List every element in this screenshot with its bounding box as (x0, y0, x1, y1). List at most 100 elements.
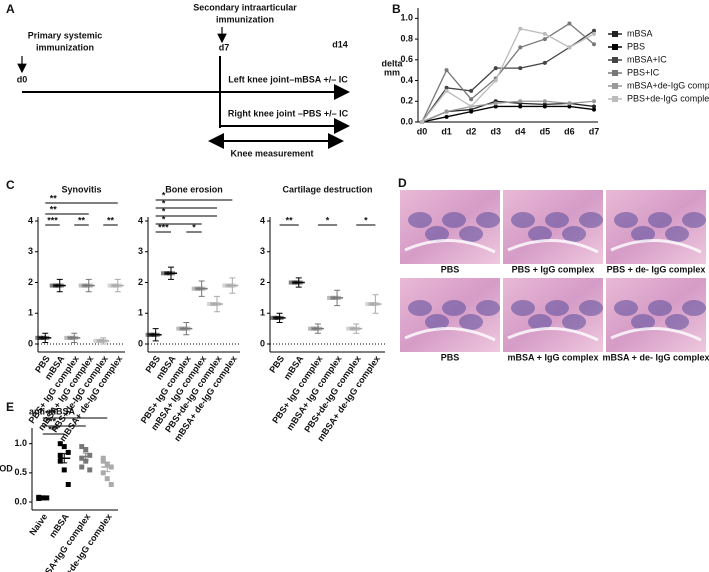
panel-label: B (392, 2, 401, 16)
y-tick-label: 1.0 (14, 438, 27, 448)
tissue-region (511, 212, 535, 228)
significance-label: ** (50, 204, 58, 214)
tissue-region (459, 226, 483, 242)
tissue-region (545, 300, 569, 316)
tissue-region (631, 226, 655, 242)
tissue-region (476, 300, 500, 316)
y-tick-label: 0 (260, 338, 265, 348)
tissue-region (459, 314, 483, 330)
data-point (493, 104, 498, 109)
y-tick-label: 1 (260, 308, 265, 318)
y-tick-label: 0 (138, 338, 143, 348)
data-point (567, 101, 572, 106)
data-point (61, 444, 67, 450)
tissue-region (425, 226, 449, 242)
data-point (65, 449, 71, 455)
tissue-region (408, 300, 432, 316)
x-tick-label: d0 (417, 126, 428, 136)
significance-label: *** (47, 215, 58, 225)
legend-marker (612, 83, 618, 89)
data-point (57, 458, 63, 464)
data-point (469, 104, 474, 109)
series-line (421, 27, 595, 123)
error-bar (61, 453, 68, 464)
day-label: d14 (332, 39, 348, 49)
data-point (57, 441, 63, 447)
y-axis-label: delta (381, 58, 403, 68)
bone-outline (507, 327, 599, 342)
legend-marker (612, 96, 618, 102)
tissue-region (562, 226, 586, 242)
image-caption: PBS + de- IgG complex (607, 264, 706, 274)
chart-title: Synovitis (61, 184, 101, 194)
data-point (592, 42, 596, 47)
tissue-region (442, 212, 466, 228)
error-bar (85, 278, 92, 293)
significance-label: ** (286, 215, 294, 225)
bone-outline (404, 239, 496, 254)
x-tick-label: d5 (540, 126, 551, 136)
error-bar (114, 278, 121, 293)
y-tick-label: 0.4 (400, 75, 413, 85)
tissue-region (682, 300, 706, 316)
data-point (518, 99, 523, 104)
y-tick-label: 3 (28, 246, 33, 256)
chart-title: anti-mBSA (29, 406, 76, 416)
data-point (444, 85, 449, 90)
data-point (65, 482, 71, 487)
data-point (592, 31, 596, 36)
significance-label: * (162, 206, 166, 216)
x-tick-label: d4 (515, 126, 526, 136)
y-tick-label: 0.8 (400, 33, 413, 43)
data-point (592, 99, 596, 104)
image-caption: mBSA + de- IgG complex (603, 352, 709, 362)
data-point (100, 470, 106, 476)
legend-marker (612, 70, 618, 76)
tissue-region (614, 212, 638, 228)
image-caption: PBS (441, 352, 460, 362)
error-bar (168, 266, 174, 280)
data-point (542, 31, 547, 36)
tissue-region (528, 226, 552, 242)
data-point (100, 455, 106, 461)
bone-outline (404, 327, 496, 342)
day-label: d0 (17, 74, 28, 84)
tissue-region (562, 314, 586, 330)
data-point (444, 88, 449, 93)
chart-title: Bone erosion (165, 184, 223, 194)
tissue-region (648, 300, 672, 316)
y-tick-label: 2 (28, 277, 33, 287)
y-tick-label: 0.0 (14, 496, 27, 506)
data-point (493, 101, 498, 106)
y-tick-label: 4 (28, 215, 33, 225)
error-bar (229, 277, 236, 294)
data-point (104, 476, 110, 482)
significance-label: *** (158, 222, 169, 232)
data-point (518, 104, 523, 109)
data-point (79, 444, 85, 450)
data-point (542, 60, 547, 65)
significance-label: * (364, 215, 368, 225)
legend-label: PBS+IC (627, 67, 660, 77)
series-line (421, 105, 595, 123)
y-axis-label: OD (0, 463, 13, 473)
data-point (542, 104, 547, 109)
error-bar (183, 321, 190, 336)
error-bar (214, 295, 220, 313)
panel-label: A (6, 2, 15, 16)
error-bar (295, 277, 302, 288)
tissue-region (425, 314, 449, 330)
significance-label: ** (78, 215, 86, 225)
series-line (421, 22, 595, 123)
bone-outline (507, 239, 599, 254)
x-tick-label: Naive (27, 512, 49, 537)
step-label: Secondary intraarticular (193, 2, 297, 12)
error-bar (198, 280, 205, 297)
legend-label: mBSA (627, 28, 653, 38)
panel-label: E (6, 400, 14, 414)
tissue-region (682, 212, 706, 228)
group-label: Left knee joint–mBSA +/– IC (228, 74, 348, 84)
data-point (592, 107, 596, 112)
data-point (79, 464, 85, 470)
data-point (592, 104, 596, 109)
